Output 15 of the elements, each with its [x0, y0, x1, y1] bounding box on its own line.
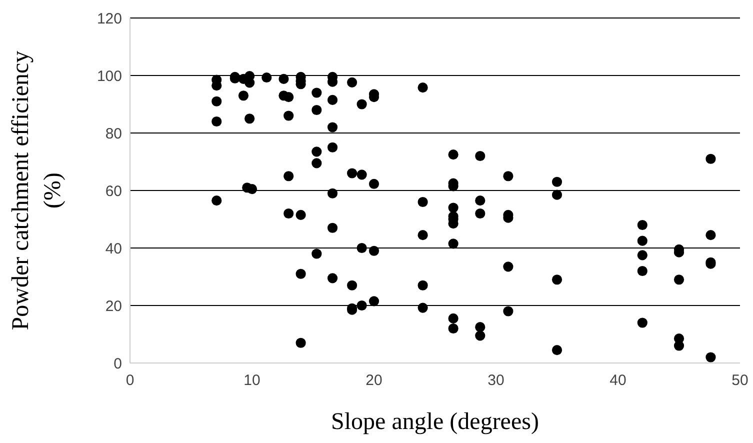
- x-tick-label: 10: [244, 372, 260, 389]
- y-tick-label: 80: [105, 125, 122, 142]
- x-tick-label: 20: [366, 372, 382, 389]
- y-tick-label: 40: [105, 240, 122, 258]
- x-tick-label: 0: [126, 372, 134, 389]
- y-tick-label: 120: [96, 10, 122, 28]
- y-axis-title: Powder catchment efficiency (%): [8, 50, 66, 330]
- x-tick-label: 50: [732, 372, 748, 389]
- x-tick-label: 30: [488, 372, 504, 389]
- y-tick-label: 60: [105, 182, 122, 200]
- y-tick-label: 0: [114, 355, 122, 372]
- y-tick-label: 100: [96, 68, 122, 85]
- x-axis-title: Slope angle (degrees): [331, 409, 539, 435]
- x-tick-label: 40: [610, 372, 626, 389]
- y-tick-label: 20: [105, 298, 122, 315]
